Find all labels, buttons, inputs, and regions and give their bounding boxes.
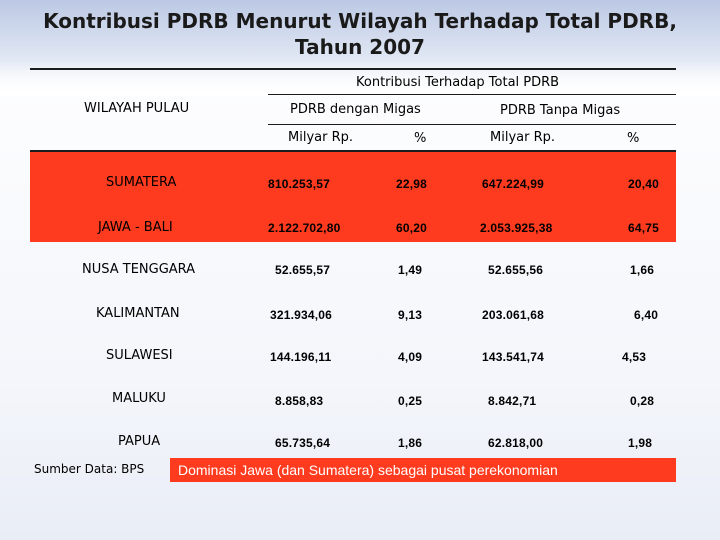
region-cell: PAPUA bbox=[118, 434, 161, 449]
region-column-header: WILAYAH PULAU bbox=[84, 101, 190, 116]
tanpa-value-cell: 143.541,74 bbox=[482, 350, 545, 364]
unit-pct-tanpa: % bbox=[627, 131, 640, 146]
header-bottom-rule bbox=[30, 150, 676, 152]
migas-value-cell: 2.122.702,80 bbox=[268, 221, 341, 235]
region-cell: NUSA TENGGARA bbox=[82, 262, 196, 277]
tanpa-pct-cell: 6,40 bbox=[634, 308, 659, 322]
subheader-rule bbox=[268, 124, 676, 125]
region-cell: KALIMANTAN bbox=[96, 306, 180, 321]
group-label: Kontribusi Terhadap Total PDRB bbox=[356, 75, 560, 90]
title-banner bbox=[0, 0, 720, 96]
region-cell: SUMATERA bbox=[106, 175, 177, 190]
source-label: Sumber Data: BPS bbox=[34, 462, 145, 476]
tanpa-value-cell: 2.053.925,38 bbox=[480, 221, 553, 235]
migas-pct-cell: 1,86 bbox=[398, 436, 423, 450]
migas-value-cell: 321.934,06 bbox=[270, 308, 333, 322]
tanpa-value-cell: 203.061,68 bbox=[482, 308, 545, 322]
region-cell: MALUKU bbox=[112, 391, 166, 406]
migas-header: PDRB dengan Migas bbox=[290, 102, 421, 117]
tanpa-pct-cell: 20,40 bbox=[628, 177, 660, 191]
migas-pct-cell: 1,49 bbox=[398, 263, 423, 277]
unit-milyar-tanpa: Milyar Rp. bbox=[490, 130, 555, 145]
tanpa-pct-cell: 4,53 bbox=[622, 350, 647, 364]
tanpa-migas-header: PDRB Tanpa Migas bbox=[500, 103, 621, 118]
highlight-note: Dominasi Jawa (dan Sumatera) sebagai pus… bbox=[170, 458, 676, 482]
tanpa-value-cell: 647.224,99 bbox=[482, 177, 545, 191]
region-cell: JAWA - BALI bbox=[98, 220, 173, 235]
migas-pct-cell: 4,09 bbox=[398, 350, 423, 364]
migas-value-cell: 8.858,83 bbox=[275, 394, 324, 408]
title-rule bbox=[30, 68, 676, 70]
highlight-block bbox=[30, 152, 676, 242]
migas-value-cell: 52.655,57 bbox=[275, 263, 331, 277]
tanpa-value-cell: 52.655,56 bbox=[488, 263, 544, 277]
unit-pct-migas: % bbox=[414, 131, 427, 146]
tanpa-pct-cell: 64,75 bbox=[628, 221, 660, 235]
migas-pct-cell: 22,98 bbox=[396, 177, 428, 191]
tanpa-pct-cell: 0,28 bbox=[630, 394, 655, 408]
tanpa-value-cell: 8.842,71 bbox=[488, 394, 537, 408]
tanpa-pct-cell: 1,66 bbox=[630, 263, 655, 277]
tanpa-value-cell: 62.818,00 bbox=[488, 436, 544, 450]
migas-value-cell: 65.735,64 bbox=[275, 436, 331, 450]
tanpa-pct-cell: 1,98 bbox=[628, 436, 653, 450]
unit-milyar-migas: Milyar Rp. bbox=[288, 130, 353, 145]
migas-value-cell: 810.253,57 bbox=[268, 177, 331, 191]
migas-pct-cell: 9,13 bbox=[398, 308, 423, 322]
group-rule bbox=[268, 94, 676, 95]
page-title: Kontribusi PDRB Menurut Wilayah Terhadap… bbox=[43, 9, 677, 59]
region-cell: SULAWESI bbox=[106, 348, 173, 363]
migas-pct-cell: 60,20 bbox=[396, 221, 428, 235]
migas-pct-cell: 0,25 bbox=[398, 394, 423, 408]
migas-value-cell: 144.196,11 bbox=[270, 350, 332, 364]
